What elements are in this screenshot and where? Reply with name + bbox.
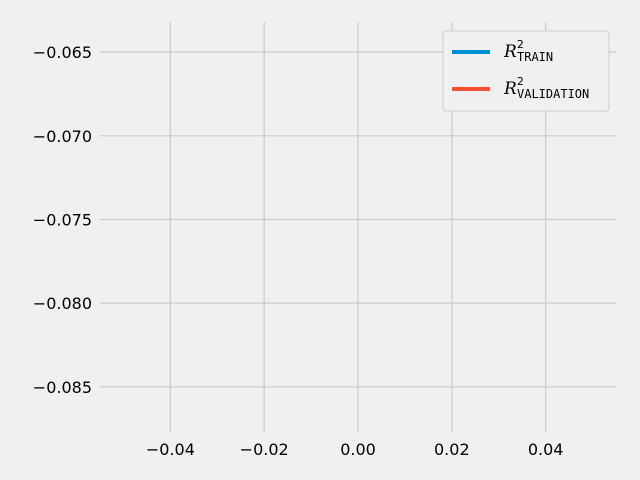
y-tick-label: −0.085 <box>33 378 92 397</box>
y-axis-ticks: −0.065 −0.070 −0.075 −0.080 −0.085 <box>33 43 92 397</box>
legend-label-validation-sub: VALIDATION <box>517 87 589 101</box>
y-tick-label: −0.070 <box>33 127 92 146</box>
y-tick-label: −0.075 <box>33 210 92 229</box>
legend-label-train-sub: TRAIN <box>517 50 553 64</box>
legend-label-validation-sup: 2 <box>517 75 524 88</box>
x-axis-ticks: −0.04 −0.02 0.00 0.02 0.04 <box>146 440 564 459</box>
legend-label-validation: R2 VALIDATION <box>503 75 589 101</box>
legend: R2 TRAIN R2 VALIDATION <box>442 30 610 112</box>
x-tick-label: −0.04 <box>146 440 195 459</box>
x-tick-label: 0.00 <box>340 440 376 459</box>
y-tick-label: −0.080 <box>33 294 92 313</box>
x-tick-label: 0.04 <box>528 440 564 459</box>
legend-label-train-sup: 2 <box>517 38 524 51</box>
x-tick-label: −0.02 <box>240 440 289 459</box>
legend-label-validation-main: R <box>503 79 517 99</box>
legend-label-train: R2 TRAIN <box>503 38 553 64</box>
legend-label-train-main: R <box>503 42 517 62</box>
x-tick-label: 0.02 <box>434 440 470 459</box>
grid <box>100 22 616 432</box>
y-tick-label: −0.065 <box>33 43 92 62</box>
